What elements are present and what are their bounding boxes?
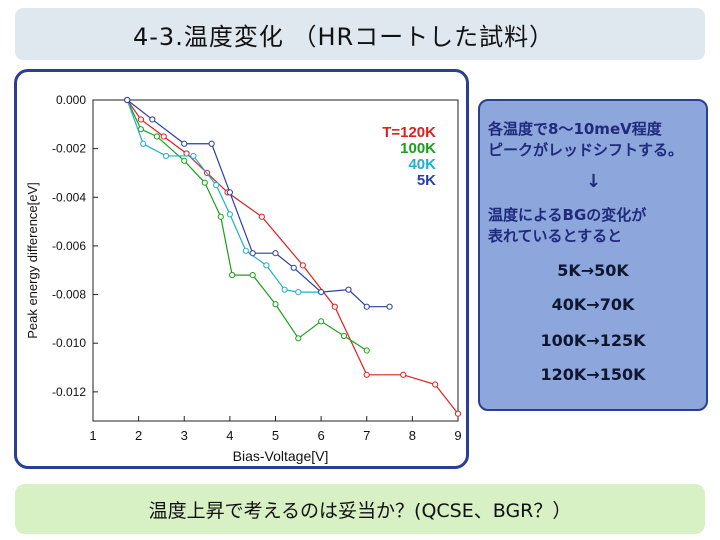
y-tick-label: -0.008 [52,288,86,302]
temperature-pair: 120K→150K [540,365,646,384]
x-axis-label: Bias-Voltage[V] [233,448,329,464]
data-point [400,371,407,378]
x-tick-label: 6 [318,428,325,443]
data-point [340,332,348,339]
data-point [149,116,156,123]
data-point [160,133,167,140]
data-point [299,262,306,269]
data-point [213,182,220,189]
x-tick-label: 1 [89,428,96,443]
data-point [295,335,302,342]
data-point [140,140,147,147]
data-point [363,303,370,310]
down-arrow-icon: ↓ [586,171,602,192]
data-point [386,303,393,310]
legend-entry-120k: T=120K [382,124,436,141]
data-point [318,318,325,325]
data-point [201,179,208,186]
temperature-pair: 100K→125K [540,331,646,350]
data-point [208,140,215,147]
y-tick-label: -0.002 [52,142,86,156]
explanation-line-1: 各温度で8～10meV程度 [488,120,662,138]
y-tick-label: 0.000 [56,93,86,107]
data-point [331,303,338,310]
data-point [183,150,190,157]
question-text: 温度上昇で考えるのは妥当か？(QCSE、BGR？） [148,499,572,522]
data-point [249,271,256,279]
x-tick-label: 8 [409,428,416,443]
data-point [272,301,279,308]
legend-entry-100k: 100K [400,140,436,157]
data-point [249,250,256,257]
y-tick-label: -0.006 [52,239,86,253]
data-point [263,262,270,269]
data-point [258,213,265,220]
x-tick-label: 5 [272,428,279,443]
data-point [153,133,160,140]
legend-entry-5k: 5K [416,172,436,189]
x-tick-label: 2 [135,428,142,443]
data-point [190,152,197,160]
x-tick-label: 9 [454,428,461,443]
temperature-pair: 40K→70K [551,295,635,314]
data-point [318,289,325,296]
data-point [281,286,288,293]
data-point [454,410,462,417]
data-point [181,140,188,147]
data-point [363,371,370,378]
explanation-line-2: ピークがレッドシフトする。 [488,141,684,159]
x-tick-label: 7 [363,428,370,443]
data-point [181,157,188,164]
data-point [345,286,352,293]
data-point [242,247,249,254]
data-point [162,152,170,160]
legend-entry-40k: 40K [408,156,436,173]
title-banner: 4-3.温度変化 （HRコートした試料） [15,8,705,60]
series-line [126,99,322,293]
explanation-box: 各温度で8～10meV程度 ピークがレッドシフトする。 ↓ 温度によるBGの変化… [478,99,708,411]
data-point [363,347,370,354]
line-chart: 1 2 3 4 5 6 7 8 9 0.000 -0.002 -0.004 -0.006 -0.008 -0… [25,93,462,464]
data-point [229,271,236,279]
y-axis-label: Peak energy difference[eV] [25,182,40,339]
temperature-pair: 5K→50K [557,261,629,280]
explanation-line-4: 表れているとすると [488,227,623,245]
data-point [226,211,233,218]
series-line [126,99,390,308]
data-point [217,213,224,220]
data-point [295,289,302,296]
data-point [124,96,131,104]
explanation-line-3: 温度によるBGの変化が [488,206,647,224]
data-point [226,189,233,196]
data-point [290,264,297,271]
chart-panel: 1 2 3 4 5 6 7 8 9 0.000 -0.002 -0.004 -0.006 -0.008 -0… [14,69,469,469]
question-box: 温度上昇で考えるのは妥当か？(QCSE、BGR？） [15,484,705,534]
data-point [432,381,439,388]
slide-title: 4-3.温度変化 （HRコートした試料） [133,22,555,51]
data-point [272,250,279,257]
y-tick-label: -0.010 [52,336,86,350]
data-point [137,116,145,123]
x-tick-label: 3 [181,428,188,443]
x-tick-label: 4 [226,428,233,443]
y-tick-label: -0.004 [52,190,86,204]
y-tick-label: -0.012 [52,385,86,399]
chart-legend: T=120K 100K 40K 5K [382,125,436,189]
